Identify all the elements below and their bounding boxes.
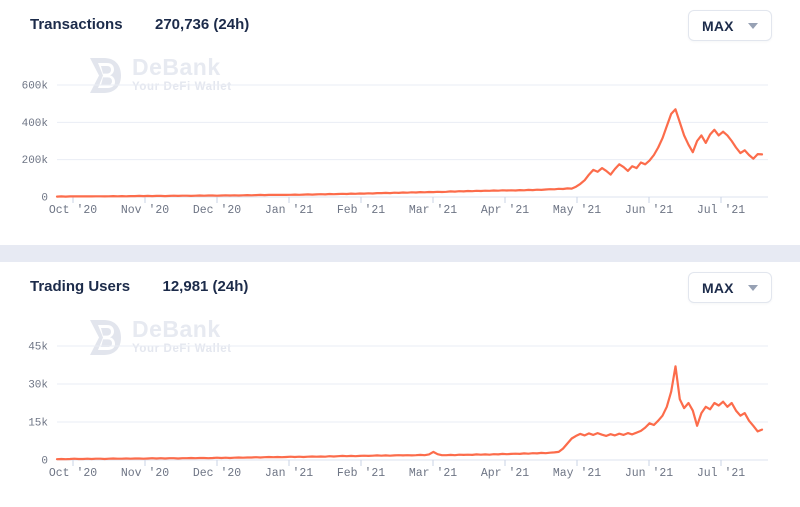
range-selector-label: MAX	[702, 279, 734, 296]
x-axis-label: Jun '21	[625, 204, 673, 217]
x-axis-label: Dec '20	[193, 204, 241, 217]
x-axis-label: Oct '20	[49, 204, 97, 217]
debank-watermark: DeBank Your DeFi Wallet	[84, 55, 232, 97]
y-axis-label: 200k	[22, 155, 49, 167]
chart-24h-value: 12,981 (24h)	[162, 278, 249, 295]
x-axis-label: Jan '21	[265, 467, 313, 480]
y-axis-label: 600k	[22, 81, 49, 93]
x-axis-label: Oct '20	[49, 467, 97, 480]
watermark-name: DeBank	[132, 54, 221, 80]
watermark-name: DeBank	[132, 316, 221, 342]
x-axis-label: Nov '20	[121, 204, 169, 217]
chart-24h-value: 270,736 (24h)	[155, 16, 250, 33]
x-axis-label: Jan '21	[265, 204, 313, 217]
trading-users-panel: Trading Users 12,981 (24h) MAX DeBank Yo…	[0, 262, 800, 507]
x-axis-label: Jul '21	[697, 204, 745, 217]
chart-line	[55, 108, 764, 198]
y-axis-label: 0	[41, 193, 48, 205]
y-axis-label: 0	[41, 456, 48, 468]
x-axis-label: May '21	[553, 467, 601, 480]
chevron-down-icon	[748, 284, 758, 291]
x-axis-label: Apr '21	[481, 467, 529, 480]
chart-title: Trading Users	[30, 278, 131, 295]
x-axis-label: Feb '21	[337, 467, 385, 480]
debank-logo-icon	[90, 58, 121, 93]
section-divider	[0, 245, 800, 262]
chevron-down-icon	[748, 22, 758, 29]
y-axis-label: 30k	[28, 380, 48, 392]
y-axis-label: 15k	[28, 418, 48, 430]
chart-line	[55, 365, 764, 461]
transactions-panel: Transactions 270,736 (24h) MAX DeBank Yo…	[0, 0, 800, 245]
x-axis-label: Jun '21	[625, 467, 673, 480]
x-axis-label: Feb '21	[337, 204, 385, 217]
y-axis-label: 45k	[28, 342, 48, 354]
range-selector-button[interactable]: MAX	[688, 10, 772, 41]
x-axis-label: Apr '21	[481, 204, 529, 217]
trading-users-header: Trading Users 12,981 (24h) MAX	[0, 262, 800, 310]
chart-title: Transactions	[30, 16, 123, 33]
range-selector-button[interactable]: MAX	[688, 272, 772, 303]
watermark-tagline: Your DeFi Wallet	[132, 81, 232, 93]
transactions-header: Transactions 270,736 (24h) MAX	[0, 0, 800, 48]
x-axis-label: Jul '21	[697, 467, 745, 480]
x-axis-label: Nov '20	[121, 467, 169, 480]
range-selector-label: MAX	[702, 17, 734, 34]
x-axis-label: Dec '20	[193, 467, 241, 480]
x-axis-label: Mar '21	[409, 204, 457, 217]
x-axis-label: Mar '21	[409, 467, 457, 480]
x-axis-label: May '21	[553, 204, 601, 217]
y-axis-label: 400k	[22, 118, 49, 130]
